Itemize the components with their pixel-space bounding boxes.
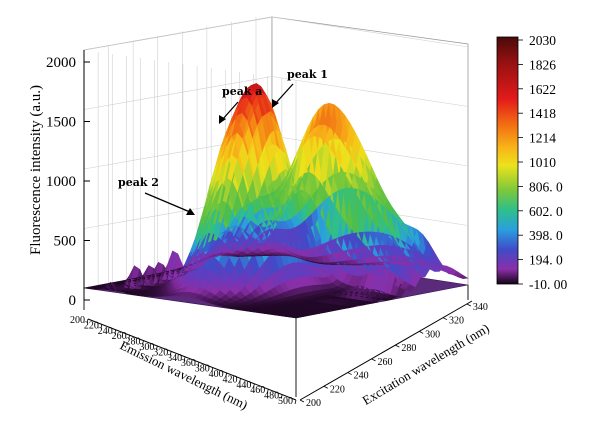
emission-tick-label: 240 bbox=[98, 326, 113, 337]
z-tick-label: 2000 bbox=[46, 55, 76, 71]
colorbar-tick-label: 806. 0 bbox=[529, 179, 563, 194]
peak-1-arrow bbox=[273, 83, 294, 106]
colorbar-tick-label: 194. 0 bbox=[529, 253, 563, 268]
colorbar-gradient bbox=[496, 36, 519, 285]
excitation-tick-mark bbox=[418, 331, 424, 334]
emission-tick-mark bbox=[266, 389, 269, 394]
emission-tick-mark bbox=[211, 367, 214, 372]
z-axis-ticks: 0 500 1000 1500 2000 bbox=[46, 55, 90, 309]
emission-tick-label: 320 bbox=[153, 347, 168, 358]
emission-tick-mark bbox=[155, 345, 158, 351]
excitation-tick-mark bbox=[299, 399, 305, 403]
emission-tick-mark bbox=[294, 399, 297, 405]
colorbar-tick-label: 1826 bbox=[529, 57, 556, 72]
excitation-tick-label: 280 bbox=[401, 343, 416, 354]
emission-tick-mark bbox=[142, 340, 144, 345]
excitation-tick-mark bbox=[371, 358, 376, 362]
emission-tick-label: 280 bbox=[125, 337, 140, 348]
colorbar-tick-label: 602. 0 bbox=[529, 204, 563, 219]
colorbar-tick-label: 1622 bbox=[529, 82, 556, 97]
colorbar-tick-label: 2030 bbox=[529, 33, 556, 48]
colorbar-tick-label: 398. 0 bbox=[529, 228, 563, 243]
excitation-tick-label: 340 bbox=[473, 302, 488, 313]
emission-tick-label: 460 bbox=[250, 385, 265, 396]
excitation-tick-label: 200 bbox=[306, 398, 321, 409]
surface-cell bbox=[457, 274, 469, 279]
z-tick-label: 1500 bbox=[46, 115, 76, 131]
emission-tick-label: 300 bbox=[139, 342, 154, 353]
peak-a-arrowhead bbox=[219, 115, 226, 124]
emission-tick-label: 420 bbox=[223, 374, 238, 385]
excitation-tick-mark bbox=[442, 317, 448, 321]
emission-tick-label: 260 bbox=[112, 331, 127, 342]
excitation-tick-label: 260 bbox=[378, 357, 393, 368]
colorbar-ticks: 2030 1826 1622 1418 1214 1010 806. 0 602. 0 398.… bbox=[518, 33, 567, 292]
z-tick-label: 500 bbox=[54, 234, 77, 250]
emission-tick-mark bbox=[128, 335, 130, 340]
emission-tick-mark bbox=[197, 362, 200, 367]
emission-tick-label: 220 bbox=[84, 320, 99, 331]
emission-tick-mark bbox=[86, 318, 89, 324]
peak-2-arrowhead bbox=[186, 208, 195, 215]
emission-tick-mark bbox=[239, 378, 241, 383]
colorbar-tick-label: 1214 bbox=[529, 131, 556, 146]
emission-axis-ticks: 2002202402602803003203403603804004204404… bbox=[70, 315, 297, 407]
emission-tick-label: 380 bbox=[195, 364, 210, 375]
peak-1-arrowhead bbox=[272, 99, 279, 108]
emission-tick-label: 360 bbox=[181, 358, 196, 369]
colorbar-tick-label: 1010 bbox=[529, 155, 556, 170]
emission-tick-mark bbox=[100, 324, 103, 329]
peak-a-label: peak a bbox=[222, 85, 262, 98]
emission-tick-mark bbox=[280, 394, 283, 399]
excitation-tick-label: 300 bbox=[425, 329, 440, 340]
peak-1-label: peak 1 bbox=[287, 68, 328, 81]
emission-tick-label: 480 bbox=[264, 391, 279, 402]
excitation-tick-label: 220 bbox=[330, 384, 345, 395]
emission-tick-mark bbox=[225, 372, 228, 378]
colorbar-tick-label: 1418 bbox=[529, 106, 556, 121]
excitation-tick-mark bbox=[395, 344, 400, 348]
excitation-axis-ticks: 200 220 240 260 280 300 320 340 bbox=[299, 302, 488, 409]
z-tick-label: 0 bbox=[69, 293, 77, 309]
surface-mesh bbox=[83, 83, 469, 319]
emission-tick-mark bbox=[169, 351, 172, 356]
wall-grid-line bbox=[83, 16, 273, 51]
wall-grid-line bbox=[271, 16, 469, 48]
annotations: peak 1 peak a peak 2 bbox=[118, 68, 328, 215]
emission-tick-mark bbox=[114, 329, 117, 334]
emission-tick-mark bbox=[253, 383, 255, 388]
excitation-tick-mark bbox=[466, 303, 472, 307]
peak-2-arrow bbox=[144, 192, 191, 213]
excitation-tick-mark bbox=[347, 372, 352, 375]
wall-grid-line bbox=[271, 76, 469, 107]
emission-tick-label: 440 bbox=[236, 380, 251, 391]
emission-tick-label: 500 bbox=[278, 396, 293, 407]
colorbar: 2030 1826 1622 1418 1214 1010 806. 0 602. 0 398.… bbox=[496, 33, 567, 292]
excitation-tick-mark bbox=[323, 385, 329, 389]
z-tick-label: 1000 bbox=[46, 174, 76, 190]
emission-tick-label: 340 bbox=[167, 353, 182, 364]
emission-tick-label: 400 bbox=[209, 369, 224, 380]
wall-grid-line bbox=[83, 76, 273, 110]
peak-a-arrow bbox=[221, 101, 239, 121]
colorbar-tick-label: -10. 00 bbox=[529, 277, 567, 292]
z-axis-title: Fluorescence intensity (a.u.) bbox=[28, 85, 44, 255]
excitation-tick-label: 240 bbox=[354, 371, 369, 382]
emission-tick-mark bbox=[183, 356, 186, 361]
excitation-tick-label: 320 bbox=[449, 316, 464, 327]
peak-2-label: peak 2 bbox=[118, 176, 159, 189]
emission-tick-label: 200 bbox=[70, 315, 85, 326]
